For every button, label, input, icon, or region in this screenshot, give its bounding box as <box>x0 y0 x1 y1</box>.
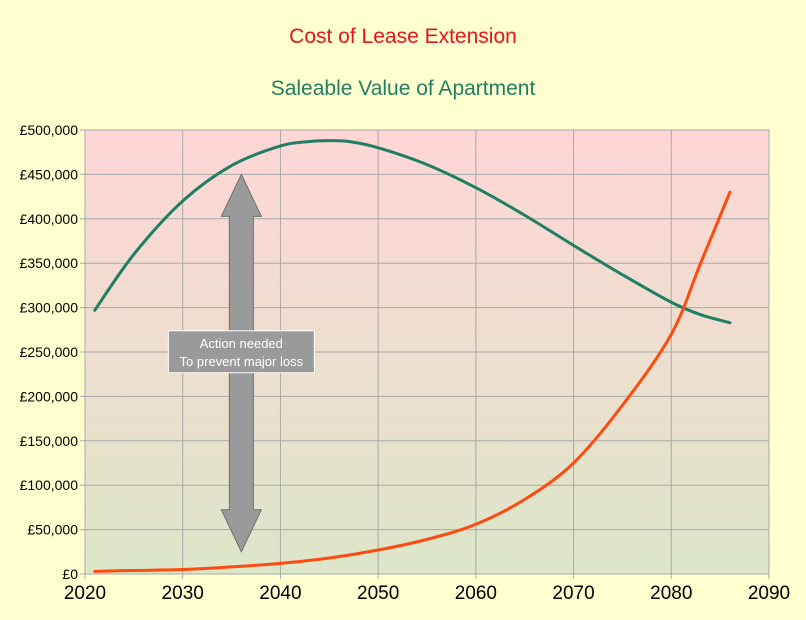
axes: £0 £50,000 £100,000 £150,000 £200,000 £250,00… <box>20 122 791 604</box>
y-tick-label: £100,000 <box>20 477 79 493</box>
x-tick-label: 2090 <box>748 583 790 604</box>
y-tick-label: £250,000 <box>20 344 79 360</box>
series-layer <box>93 139 732 573</box>
x-tick-label: 2040 <box>259 583 301 604</box>
series-line-saleable-value <box>93 139 732 325</box>
y-tick-label: £400,000 <box>20 211 79 227</box>
chart-title: Cost of Lease Extension <box>289 25 517 48</box>
y-tick-label: £200,000 <box>20 388 79 404</box>
annotation-layer: Action needed To prevent major loss <box>167 173 315 553</box>
x-tick-label: 2070 <box>552 583 594 604</box>
plot-border <box>84 129 770 575</box>
x-tick-label: 2050 <box>357 583 399 604</box>
series-line-lease-extension-cost <box>93 190 732 573</box>
y-tick-label: £300,000 <box>20 300 79 316</box>
y-tick-label: £50,000 <box>27 522 78 538</box>
annotation-line-1: Action needed <box>200 336 283 351</box>
y-tick-label: £0 <box>62 566 78 582</box>
chart-subtitle: Saleable Value of Apartment <box>271 77 536 100</box>
y-tick-label: £500,000 <box>20 122 79 138</box>
x-tick-label: 2060 <box>455 583 497 604</box>
y-tick-label: £350,000 <box>20 255 79 271</box>
annotation-line-2: To prevent major loss <box>180 354 304 369</box>
x-tick-label: 2020 <box>64 583 106 604</box>
annotation-box <box>167 330 315 374</box>
y-tick-label: £150,000 <box>20 433 79 449</box>
x-tick-label: 2030 <box>162 583 204 604</box>
x-tick-label: 2080 <box>650 583 692 604</box>
y-tick-label: £450,000 <box>20 166 79 182</box>
